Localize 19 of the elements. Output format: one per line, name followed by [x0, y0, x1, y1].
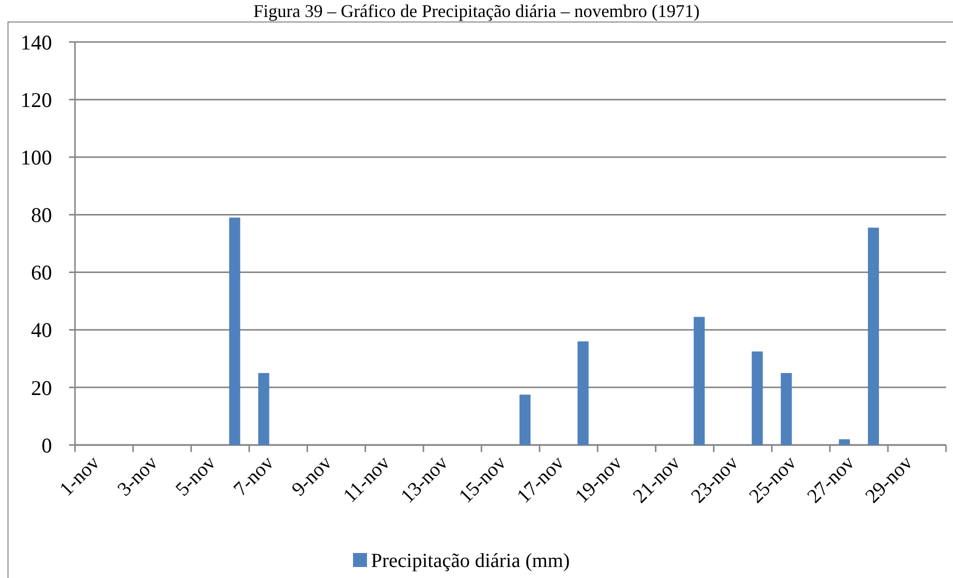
legend-label: Precipitação diária (mm) [371, 550, 570, 572]
y-tick-label: 140 [20, 30, 52, 54]
bar [780, 373, 792, 445]
bar [694, 316, 705, 445]
y-tick-label: 40 [31, 318, 52, 342]
bar [229, 218, 240, 445]
bar [752, 351, 763, 445]
y-tick-label: 20 [31, 376, 52, 400]
bar [868, 228, 879, 445]
bar [258, 373, 270, 445]
y-tick-label: 100 [20, 145, 52, 170]
y-tick-label: 60 [31, 260, 52, 285]
bar [838, 439, 850, 445]
y-tick-label: 80 [31, 203, 52, 228]
chart-title: Figura 39 – Gráfico de Precipitação diária – novembro (1971) [253, 1, 700, 21]
bar [578, 341, 589, 445]
bar [520, 394, 531, 445]
y-tick-label: 120 [20, 88, 52, 112]
y-tick-label: 0 [42, 433, 52, 458]
